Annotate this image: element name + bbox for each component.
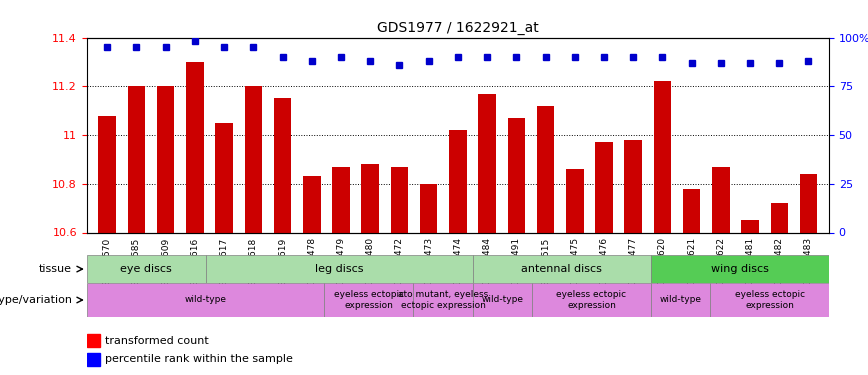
FancyBboxPatch shape	[651, 255, 829, 283]
FancyBboxPatch shape	[325, 283, 413, 317]
Bar	[536, 106, 555, 232]
Bar	[361, 164, 379, 232]
Bar	[245, 86, 262, 232]
Bar	[215, 123, 233, 232]
Text: eyeless ectopic
expression: eyeless ectopic expression	[334, 290, 404, 310]
Bar	[273, 98, 292, 232]
Bar	[391, 167, 408, 232]
Text: eyeless ectopic
expression: eyeless ectopic expression	[556, 290, 627, 310]
FancyBboxPatch shape	[206, 255, 473, 283]
Bar	[478, 94, 496, 232]
Text: eyeless ectopic
expression: eyeless ectopic expression	[734, 290, 805, 310]
Text: genotype/variation: genotype/variation	[0, 295, 72, 305]
Bar	[683, 189, 700, 232]
Text: wild-type: wild-type	[185, 296, 227, 304]
Bar	[449, 130, 467, 232]
Bar	[303, 176, 320, 232]
Bar	[566, 169, 583, 232]
Text: transformed count: transformed count	[105, 336, 209, 345]
Bar	[157, 86, 174, 232]
FancyBboxPatch shape	[87, 283, 325, 317]
Text: wild-type: wild-type	[660, 296, 701, 304]
Bar	[332, 167, 350, 232]
FancyBboxPatch shape	[651, 283, 710, 317]
FancyBboxPatch shape	[473, 283, 532, 317]
Text: ato mutant, eyeless
ectopic expression: ato mutant, eyeless ectopic expression	[398, 290, 488, 310]
Bar	[87, 334, 100, 347]
FancyBboxPatch shape	[473, 255, 651, 283]
Bar	[624, 140, 642, 232]
FancyBboxPatch shape	[532, 283, 651, 317]
Bar	[654, 81, 671, 232]
Bar	[799, 174, 818, 232]
Bar	[741, 220, 759, 232]
Text: antennal discs: antennal discs	[522, 264, 602, 274]
Title: GDS1977 / 1622921_at: GDS1977 / 1622921_at	[377, 21, 539, 35]
Bar	[87, 352, 100, 366]
Text: eye discs: eye discs	[121, 264, 172, 274]
Bar	[186, 62, 204, 232]
Bar	[420, 184, 437, 232]
Bar	[128, 86, 145, 232]
Bar	[595, 142, 613, 232]
Text: tissue: tissue	[39, 264, 72, 274]
Bar	[98, 116, 116, 232]
Text: leg discs: leg discs	[315, 264, 364, 274]
FancyBboxPatch shape	[87, 255, 206, 283]
Bar	[771, 203, 788, 232]
FancyBboxPatch shape	[710, 283, 829, 317]
Bar	[508, 118, 525, 232]
Bar	[712, 167, 730, 232]
Text: wing discs: wing discs	[711, 264, 769, 274]
Text: percentile rank within the sample: percentile rank within the sample	[105, 354, 293, 364]
FancyBboxPatch shape	[413, 283, 473, 317]
Text: wild-type: wild-type	[482, 296, 523, 304]
